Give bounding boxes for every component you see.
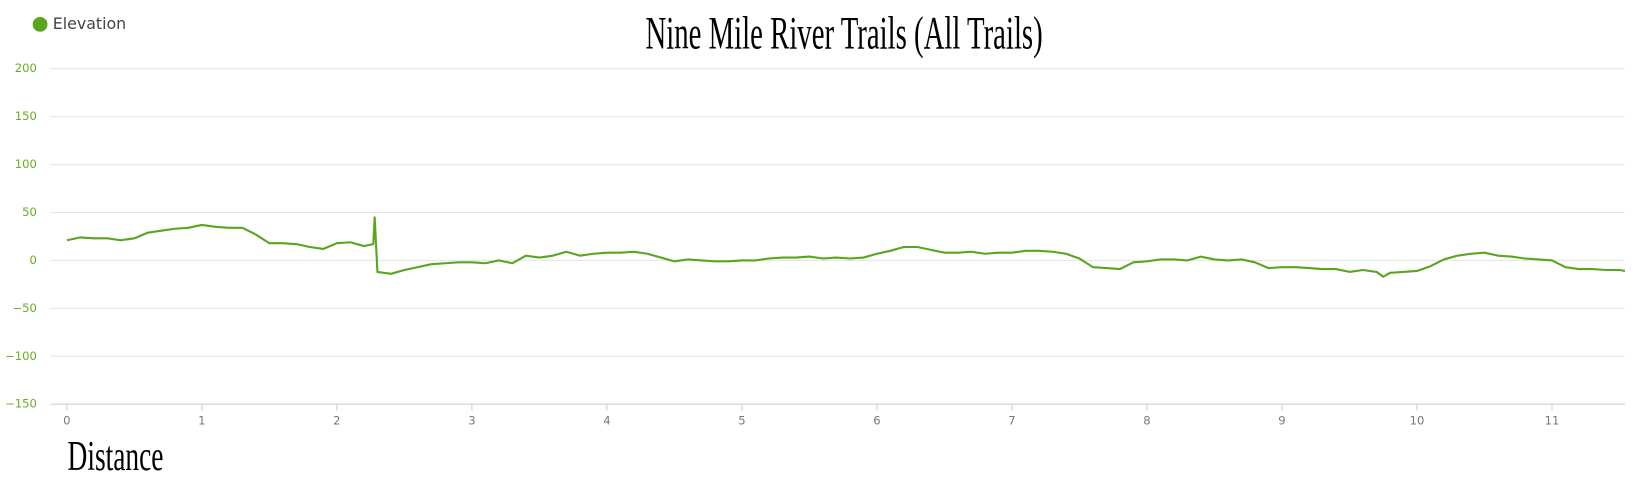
chart-title: Nine Mile River Trails (All Trails): [645, 9, 1042, 59]
legend-marker: [32, 16, 48, 32]
legend-label: Elevation: [53, 14, 126, 33]
elevation-line: [66, 216, 1626, 278]
x-tick-label: 3: [468, 414, 475, 428]
y-tick-label: 100: [15, 157, 37, 171]
x-tick-label: 5: [738, 414, 745, 428]
x-tick-label: 8: [1143, 414, 1150, 428]
x-tick-label: 9: [1278, 414, 1285, 428]
x-tick-label: 2: [333, 414, 340, 428]
x-tick-label: 6: [873, 414, 880, 428]
y-tick-label: 0: [30, 253, 37, 267]
x-tick-label: 10: [1410, 414, 1425, 428]
y-tick-label: −100: [5, 349, 37, 363]
x-tick-label: 11: [1545, 414, 1560, 428]
y-tick-label: 150: [15, 109, 37, 123]
y-tick-label: −50: [12, 301, 36, 315]
x-axis-label: Distance: [68, 432, 164, 479]
x-tick-label: 1: [198, 414, 205, 428]
x-tick-label: 7: [1008, 414, 1015, 428]
y-tick-label: 50: [22, 205, 37, 219]
x-tick-label: 0: [63, 414, 70, 428]
y-tick-label: −150: [5, 397, 37, 411]
x-tick-label: 4: [603, 414, 610, 428]
y-tick-label: 200: [15, 61, 37, 75]
